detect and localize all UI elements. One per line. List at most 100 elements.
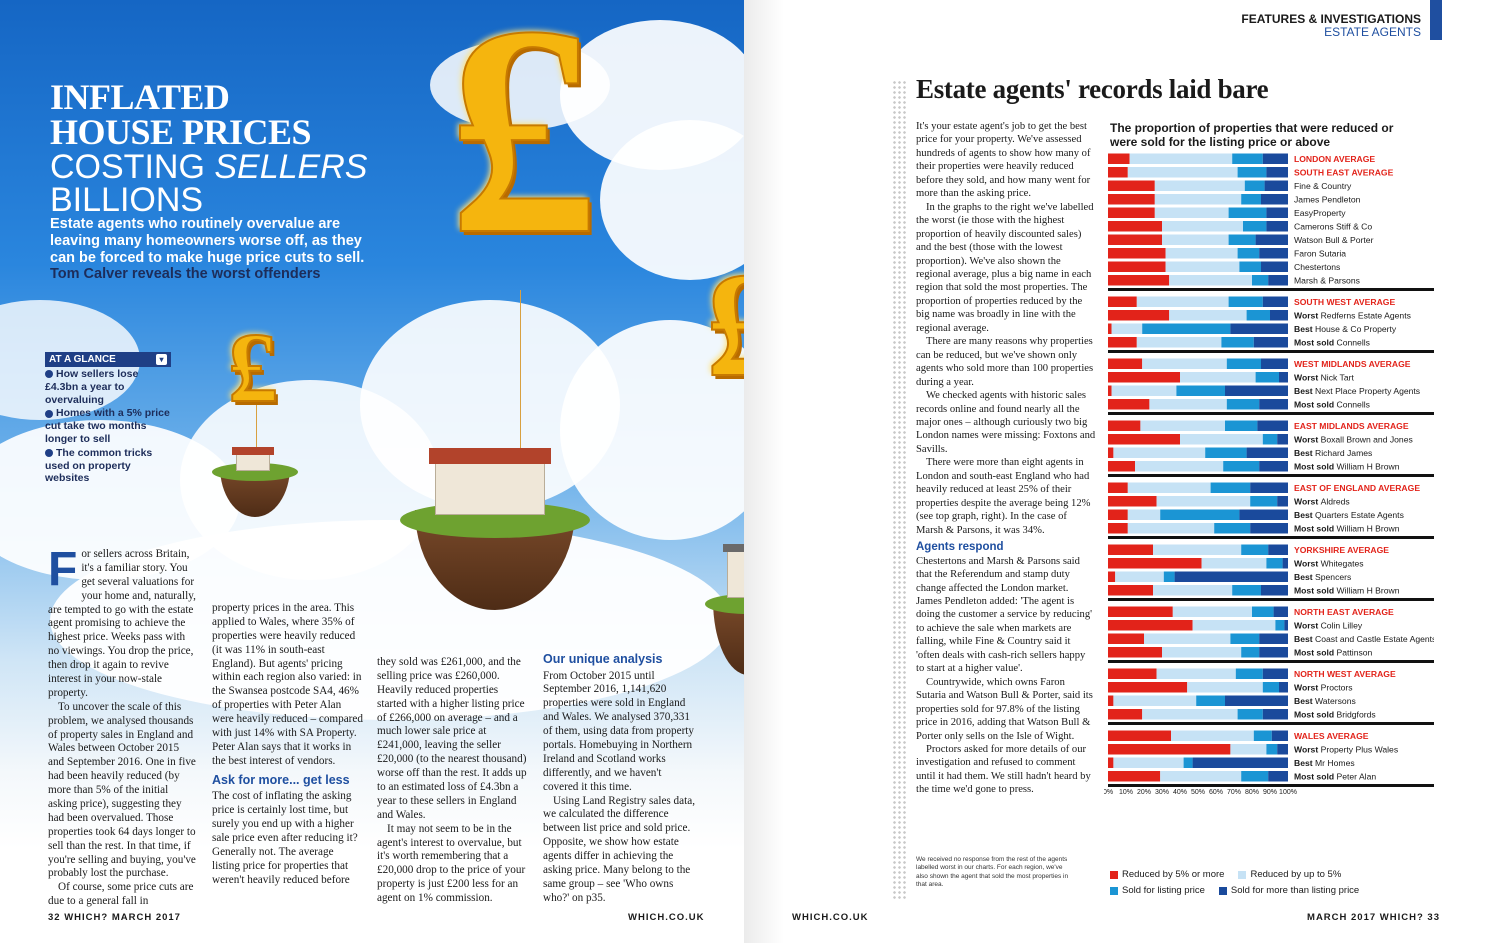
agent-label-name: EasyProperty [1294,208,1346,218]
bar-segment [1241,647,1260,658]
bar-segment [1127,509,1161,520]
at-a-glance-header[interactable]: AT A GLANCE ▾ [45,352,171,367]
left-page: INFLATED HOUSE PRICES COSTING SELLERS BI… [0,0,744,943]
agent-label: Fine & Country [1294,181,1352,191]
bar-segment [1113,695,1197,706]
bar-segment [1250,496,1278,507]
bar-segment [1241,771,1269,782]
agent-label: Marsh & Parsons [1294,275,1360,285]
bar-segment [1214,523,1251,534]
bar-segment [1136,337,1222,348]
bar-segment [1279,682,1288,693]
bar-segment [1225,695,1288,706]
agent-label-name: Chestertons [1294,262,1340,272]
bar-segment [1268,544,1288,555]
bar-segment [1268,771,1288,782]
bar-segment [1108,461,1135,472]
bar-segment [1261,585,1288,596]
bar-segment [1230,633,1260,644]
subhead: Our unique analysis [543,652,663,666]
agent-label-name: Boxall Brown and Jones [1321,434,1413,444]
agent-label-name: Watersons [1315,696,1356,706]
agent-label: Faron Sutaria [1294,248,1346,258]
bar-segment [1108,509,1128,520]
pound-balloon-medium-icon: £ [705,242,744,408]
agent-label-prefix: Most sold [1294,461,1337,471]
bar-segment [1108,544,1153,555]
article-column-1: F or sellers across Britain, it's a fami… [48,546,198,909]
bar-segment [1156,668,1236,679]
x-tick-label: 40% [1173,789,1187,796]
pound-balloon-small-icon: £ [227,312,279,423]
bar-segment [1154,194,1242,205]
x-tick-label: 20% [1137,789,1151,796]
bar-segment [1127,167,1238,178]
region-average-label: WEST MIDLANDS AVERAGE [1294,359,1411,369]
folio-url-left[interactable]: WHICH.CO.UK [628,912,705,923]
bar-segment [1226,399,1260,410]
bar-segment [1252,606,1274,617]
bar-segment [1232,585,1261,596]
article-column-4: Our unique analysis From October 2015 un… [543,652,695,906]
bar-segment [1264,180,1288,191]
bar-segment [1277,496,1288,507]
bar-segment [1228,296,1263,307]
section-name: FEATURES & INVESTIGATIONS [1241,12,1421,26]
bar-segment [1111,385,1177,396]
bar-segment [1108,730,1171,741]
bar-segment [1108,447,1114,458]
bar-segment [1165,261,1240,272]
bar-segment [1108,434,1180,445]
bar-segment [1201,558,1267,569]
bar-segment [1192,757,1288,768]
bar-segment [1259,647,1288,658]
glance-item: The common tricks used on property websi… [45,447,171,485]
bar-segment [1108,496,1157,507]
right-page: FEATURES & INVESTIGATIONS ESTATE AGENTS … [744,0,1487,943]
bullet-icon [45,449,53,457]
agent-label-name: Coast and Castle Estate Agents [1315,634,1434,644]
agent-label: Worst Aldreds [1294,496,1350,506]
folio-right: MARCH 2017 WHICH? 33 [1307,912,1440,923]
standfirst-text: Estate agents who routinely overvalue ar… [50,216,365,266]
chart-title: The proportion of properties that were r… [1110,121,1394,150]
bar-segment [1230,744,1267,755]
dot-pattern [892,80,906,900]
agent-label-name: Richard James [1315,448,1372,458]
paragraph: Of course, some price cuts are due to a … [48,881,194,908]
bar-segment [1271,730,1288,741]
bar-segment [1163,571,1175,582]
legend-swatch [1218,886,1227,895]
agent-label: Worst Boxall Brown and Jones [1294,434,1413,444]
island-grass [705,594,744,614]
chevron-down-icon[interactable]: ▾ [156,354,167,365]
bar-segment [1169,275,1252,286]
x-tick-label: 60% [1209,789,1223,796]
section-marker [1430,0,1442,40]
bar-segment [1142,358,1227,369]
bar-segment [1108,261,1166,272]
bar-segment [1108,296,1137,307]
bar-segment [1282,558,1288,569]
group-separator [1108,474,1434,477]
headline: INFLATED HOUSE PRICES COSTING SELLERS BI… [50,79,367,217]
agent-label-prefix: Best [1294,324,1315,334]
agent-label-prefix: Best [1294,758,1315,768]
bar-segment [1228,207,1267,218]
folio-url-right[interactable]: WHICH.CO.UK [792,912,869,923]
agent-label-prefix: Worst [1294,310,1321,320]
house-roof [232,447,274,455]
bar-segment [1239,509,1288,520]
floating-island-small [210,445,300,525]
bar-segment [1241,544,1269,555]
x-tick-label: 10% [1119,789,1133,796]
agent-label-name: House & Co Property [1315,324,1397,334]
agent-label-prefix: Most sold [1294,337,1337,347]
agent-label: Most sold William H Brown [1294,523,1400,533]
agent-label-name: Spencers [1315,572,1351,582]
agent-label-name: Fine & Country [1294,181,1352,191]
byline-name: Tom Calver [50,266,128,283]
agent-label-prefix: Worst [1294,558,1321,568]
agent-label-prefix: Best [1294,572,1315,582]
legend-label: Sold for listing price [1122,885,1205,896]
